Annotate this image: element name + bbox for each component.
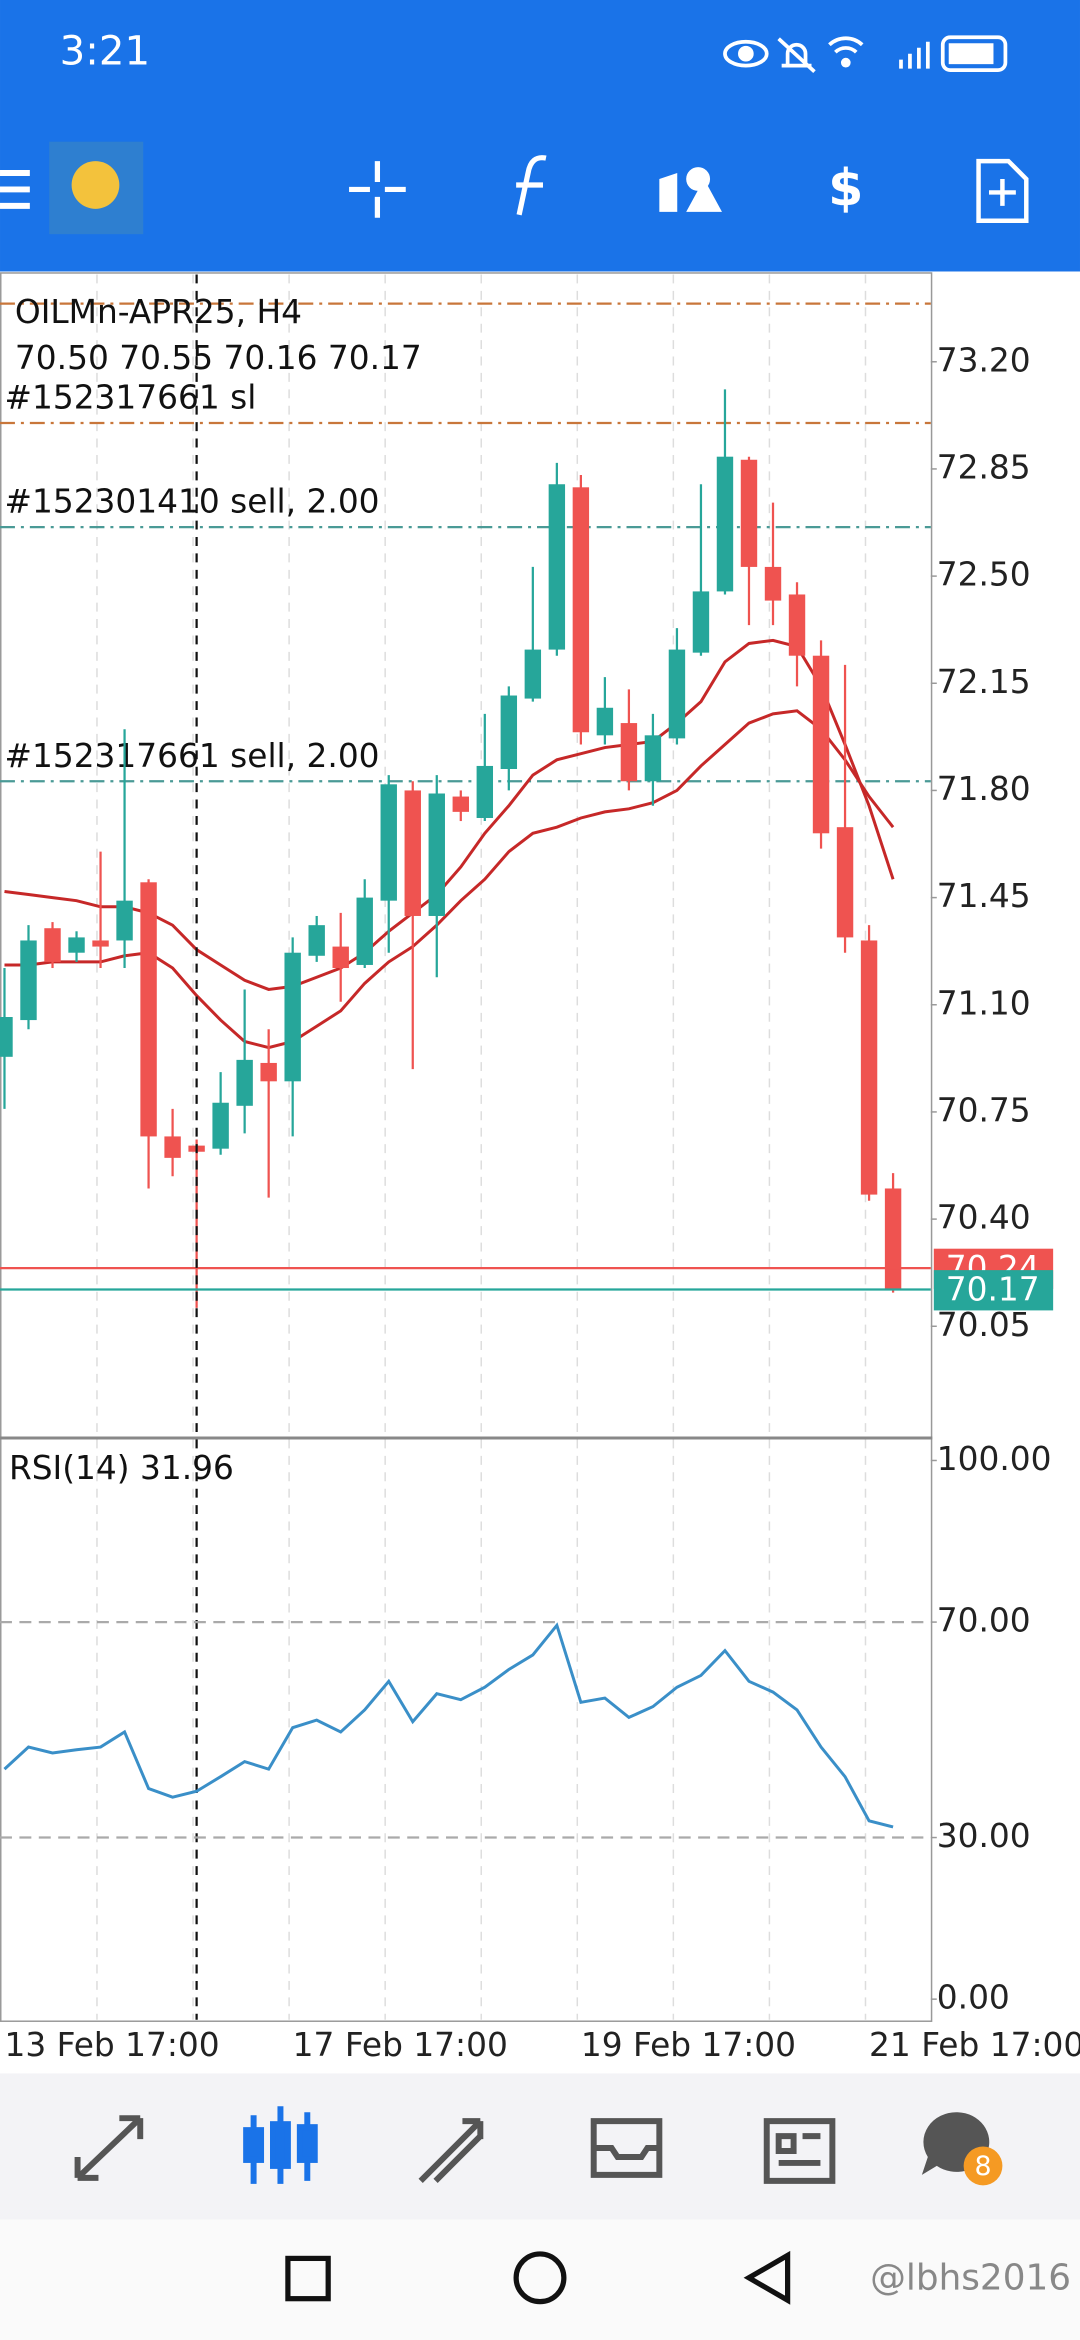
order-level-label: #152301410 sell, 2.00 (4, 483, 379, 521)
y-tick-label: 72.85 (937, 448, 1031, 486)
app-header (0, 0, 1080, 272)
candle-body (596, 707, 614, 736)
candle-body (140, 882, 157, 1137)
candle-body (788, 594, 806, 656)
recents-button[interactable] (285, 2255, 331, 2302)
rsi-line (3, 1622, 894, 1829)
bottom-nav (0, 2073, 1080, 2220)
candle-body (668, 649, 686, 739)
candle-body (548, 484, 566, 650)
y-tick-label: 70.40 (937, 1199, 1031, 1237)
status-time: 3:21 (60, 29, 150, 75)
candle-body (620, 723, 638, 782)
y-tick-label: 71.45 (937, 877, 1031, 915)
y-tick-label: 72.50 (937, 556, 1031, 594)
candle-body (764, 566, 782, 601)
chart-tab[interactable] (243, 2106, 318, 2184)
rsi-title: RSI(14) 31.96 (9, 1449, 234, 1487)
trade-tab[interactable] (418, 2118, 484, 2183)
system-nav (0, 2219, 1080, 2340)
status-icons (723, 35, 1008, 73)
candle-body (308, 925, 325, 956)
new-order-button[interactable] (976, 158, 1029, 224)
y-tick-label: 71.10 (937, 984, 1031, 1022)
chart-frame (0, 272, 933, 2022)
candle-body (644, 735, 662, 782)
y-tick-label: 73.20 (937, 341, 1031, 379)
y-tick-label: 71.80 (937, 770, 1031, 808)
y-tick-label: 100.00 (937, 1440, 1052, 1478)
home-button[interactable] (513, 2251, 567, 2305)
candle-body (236, 1059, 253, 1106)
objects-button-circle (686, 167, 711, 191)
candle-body (740, 459, 758, 567)
candle-body (92, 940, 109, 947)
watermark: @lbhs2016 (870, 2257, 1071, 2298)
menu-button[interactable] (0, 170, 30, 209)
candle-body (860, 940, 878, 1195)
candle-body (524, 649, 542, 699)
price-box (933, 1270, 1054, 1311)
indicators-button[interactable] (516, 155, 547, 216)
candle-body (884, 1188, 902, 1290)
candle-body (164, 1136, 181, 1158)
candle-body (476, 765, 494, 818)
y-tick-label: 0.00 (937, 1979, 1010, 2017)
candle-body (692, 591, 710, 653)
candle-body (284, 952, 301, 1082)
back-button[interactable] (743, 2250, 791, 2305)
candle-body (452, 796, 469, 812)
order-level-label: #152317661 sl (4, 379, 256, 417)
candle-body (428, 793, 445, 916)
candle-body (332, 946, 349, 969)
candle-body (836, 827, 854, 938)
y-tick-label: 72.15 (937, 663, 1031, 701)
chart-title: OILMn-APR25, H4 (15, 293, 302, 331)
candle-body (356, 897, 373, 965)
quotes-tab[interactable] (74, 2115, 144, 2181)
y-tick-label: 70.05 (937, 1306, 1031, 1344)
app-icon-badge (71, 161, 120, 209)
candle-body (380, 784, 397, 901)
y-tick-label: 30.00 (937, 1817, 1031, 1855)
price-box-label: 70.17 (946, 1271, 1040, 1309)
candle-body (572, 487, 590, 733)
candle-body (68, 937, 85, 953)
news-tab[interactable] (763, 2118, 836, 2184)
candle-body (212, 1102, 229, 1149)
candle-body (812, 655, 830, 834)
candle-body (500, 695, 518, 770)
x-tick-label: 13 Feb 17:00 (4, 2026, 219, 2064)
order-level-label: #152317661 sell, 2.00 (4, 737, 379, 775)
candle-body (404, 790, 421, 916)
trade-button[interactable]: $ (828, 158, 863, 217)
crosshair-button[interactable] (349, 161, 406, 218)
candle-body (0, 1017, 13, 1057)
y-tick-label: 70.00 (937, 1602, 1031, 1640)
badge-count: 8 (974, 2151, 991, 2182)
x-tick-label: 19 Feb 17:00 (581, 2026, 796, 2064)
chart-ohlc: 70.50 70.55 70.16 70.17 (15, 339, 422, 377)
candle-body (260, 1062, 277, 1082)
y-tick-label: 70.75 (937, 1091, 1031, 1129)
objects-button[interactable] (659, 173, 722, 212)
x-tick-label: 21 Feb 17:00 (869, 2026, 1080, 2064)
candle-body (716, 456, 734, 592)
candle-body (116, 900, 133, 941)
toolbar: $ (0, 141, 1029, 235)
candle-body (20, 940, 37, 1021)
history-tab[interactable] (590, 2118, 663, 2178)
x-tick-label: 17 Feb 17:00 (293, 2026, 508, 2064)
candle-body (44, 928, 61, 962)
badge (963, 2146, 1003, 2186)
